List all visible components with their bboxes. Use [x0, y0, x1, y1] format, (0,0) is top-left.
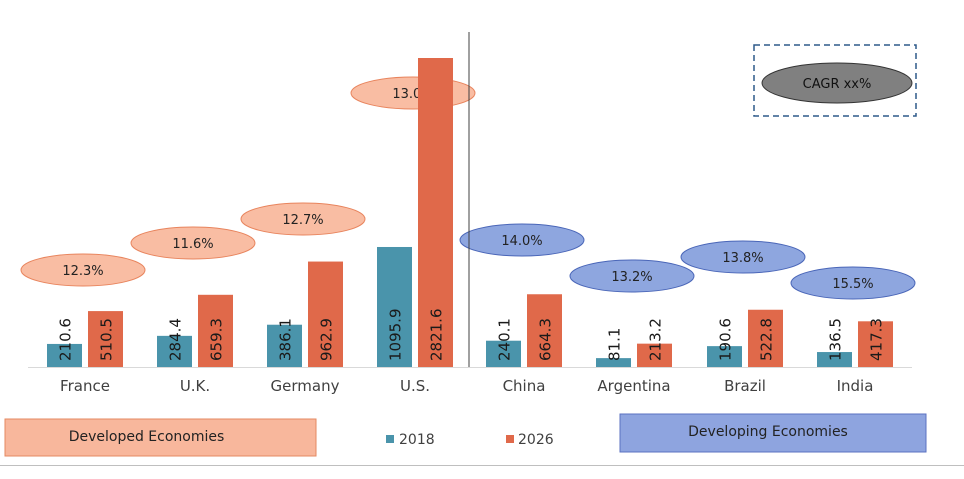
data-label-india-2026: 417.3 — [868, 318, 886, 361]
group-label-developed: Developed Economies — [69, 429, 225, 445]
cagr-label-china: 14.0% — [501, 234, 542, 249]
cagr-bubbles: 12.3%11.6%12.7%13.0%14.0%13.2%13.8%15.5% — [20, 76, 916, 300]
legend-swatch-2026 — [506, 435, 514, 443]
data-label-france-2026: 510.5 — [98, 318, 116, 361]
cagr-bubble-u-k — [130, 226, 256, 260]
cagr-label-brazil: 13.8% — [722, 251, 763, 266]
tick-label-india: India — [837, 377, 874, 395]
data-label-argentina-2018: 81.1 — [606, 328, 624, 361]
legend: CAGR xx% Developed Economies Developing Ec… — [0, 44, 964, 466]
data-label-china-2018: 240.1 — [496, 318, 514, 361]
bar-india-2026 — [858, 321, 893, 367]
bar-brazil-2026 — [748, 309, 783, 367]
tick-label-argentina: Argentina — [597, 377, 670, 395]
bar-germany-2018 — [267, 324, 302, 367]
bar-u-s-2018 — [377, 246, 412, 367]
bar-u-k-2026 — [198, 294, 233, 367]
bar-brazil-2018 — [707, 346, 742, 367]
bar-india-2018 — [817, 352, 852, 367]
legend-swatch-2018 — [386, 435, 394, 443]
data-label-argentina-2026: 213.2 — [647, 318, 665, 361]
bar-china-2018 — [486, 340, 521, 367]
bar-france-2026 — [88, 311, 123, 367]
cagr-bubble-brazil — [680, 240, 806, 274]
tick-label-china: China — [503, 377, 546, 395]
tick-label-u-s: U.S. — [400, 377, 430, 395]
x-axis: France U.K. Germany U.S. China Argentina Brazi… — [28, 32, 912, 395]
cagr-legend-ellipse — [761, 62, 913, 104]
legend-label-2026: 2026 — [518, 432, 554, 448]
tick-label-germany: Germany — [271, 377, 340, 395]
data-label-india-2018: 136.5 — [827, 318, 845, 361]
cagr-legend-label: CAGR xx% — [803, 77, 872, 92]
data-label-u-k-2018: 284.4 — [167, 318, 185, 361]
bar-germany-2026 — [308, 261, 343, 367]
cagr-bubble-india — [790, 266, 916, 300]
data-label-u-s-2018: 1095.9 — [387, 309, 405, 362]
cagr-legend-box — [753, 44, 917, 117]
cagr-bubble-argentina — [569, 259, 695, 293]
cagr-bubble-china — [459, 223, 585, 257]
tick-label-france: France — [60, 377, 110, 395]
data-label-france-2018: 210.6 — [57, 318, 75, 361]
tick-label-brazil: Brazil — [724, 377, 766, 395]
bar-france-2018 — [47, 343, 82, 367]
bar-china-2026 — [527, 294, 562, 367]
data-label-germany-2026: 962.9 — [318, 318, 336, 361]
bar-u-s-2026 — [418, 58, 453, 367]
data-label-brazil-2026: 522.8 — [758, 318, 776, 361]
data-label-u-s-2026: 2821.6 — [428, 309, 446, 362]
cagr-label-france: 12.3% — [62, 264, 103, 279]
cagr-bubble-germany — [240, 202, 366, 236]
group-box-developing — [619, 413, 927, 453]
bar-u-k-2018 — [157, 335, 192, 367]
legend-label-2018: 2018 — [399, 432, 435, 448]
data-label-brazil-2018: 190.6 — [717, 318, 735, 361]
group-box-developed — [4, 418, 317, 457]
tick-label-u-k: U.K. — [180, 377, 210, 395]
bar-argentina-2018 — [596, 358, 631, 367]
data-label-germany-2018: 386.1 — [277, 318, 295, 361]
bar-argentina-2026 — [637, 343, 672, 367]
cagr-label-argentina: 13.2% — [611, 270, 652, 285]
bars: 210.6 510.5 284.4 659.3 386.1 962.9 1095.9 2821… — [47, 58, 893, 367]
cagr-label-germany: 12.7% — [282, 213, 323, 228]
data-label-china-2026: 664.3 — [537, 318, 555, 361]
cagr-bubble-france — [20, 253, 146, 287]
data-label-u-k-2026: 659.3 — [208, 318, 226, 361]
cagr-label-u-k: 11.6% — [172, 237, 213, 252]
group-label-developing: Developing Economies — [688, 424, 848, 440]
cagr-label-india: 15.5% — [832, 277, 873, 292]
